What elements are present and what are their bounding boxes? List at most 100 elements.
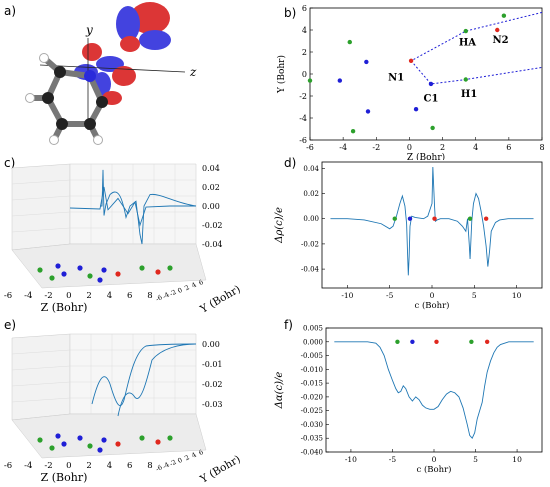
x-tick-label: -4: [339, 143, 347, 152]
y-tick-label: 0: [176, 286, 184, 295]
floor-atom-blue: [77, 265, 83, 271]
x-tick-label: 2: [440, 143, 445, 152]
plot-frame: [325, 327, 543, 453]
x-tick-label: 2: [86, 461, 91, 471]
floor-atom-red: [115, 441, 121, 447]
y-tick-label: 2: [302, 48, 307, 57]
molecule-atoms: [25, 53, 108, 145]
dashed-path-lower: [410, 60, 543, 85]
floor-atom-green: [87, 273, 93, 279]
floor-atom-green: [167, 265, 173, 271]
x-tick-label: -6: [4, 461, 12, 471]
floor-atom-red: [115, 271, 121, 277]
y-tick-label: 0: [176, 456, 184, 465]
z-tick-label: 0.00: [202, 202, 220, 211]
floor-atom-blue: [61, 271, 67, 277]
panel-label-b: b): [284, 6, 297, 20]
floor-atom-green: [49, 445, 55, 451]
x-tick-label: -5: [389, 455, 397, 464]
floor-pane: [11, 413, 207, 459]
x-tick-label: 8: [539, 143, 544, 152]
data-line: [334, 341, 534, 440]
z-tick-label: 0.04: [202, 164, 220, 173]
x-tick-label: -2: [44, 461, 52, 471]
scatter-point-green: [347, 39, 352, 45]
x-tick-label: -6: [4, 291, 12, 301]
atom-marker-green: [395, 339, 400, 344]
y-axis-label: Y (Bohr): [197, 283, 242, 316]
x-tick-label: 5: [473, 455, 478, 464]
axis-label-z: z: [189, 65, 197, 79]
y-tick-label: -0.020: [301, 393, 323, 401]
atom-annotation: HA: [459, 37, 476, 48]
atom-marker-green: [469, 339, 474, 344]
floor-atom-blue: [101, 437, 107, 443]
back-pane-left: [11, 163, 71, 251]
atom-annotation: N2: [493, 35, 509, 46]
scatter-point-green: [463, 77, 468, 82]
floor-atom-red: [155, 269, 161, 275]
x-tick-label: 6: [506, 143, 511, 152]
x-tick-label: -4: [24, 461, 32, 471]
x-axis-label: Z (Bohr): [41, 301, 88, 314]
x-tick-label: -2: [372, 143, 380, 152]
atom-marker-blue: [407, 216, 413, 221]
axis-label-y: y: [85, 23, 93, 37]
x-axis-label: c (Bohr): [415, 300, 450, 311]
grid-line: [11, 227, 71, 233]
scatter-point-blue: [365, 109, 371, 114]
data-line: [91, 343, 197, 406]
y-tick-label: -0.040: [301, 449, 323, 457]
y-tick-label: -0.005: [301, 352, 323, 360]
scatter-point-green: [307, 78, 313, 83]
atom-marker-red: [484, 339, 490, 344]
y-tick-label: -4: [161, 461, 170, 471]
y-tick-label: -6: [299, 136, 307, 145]
panel-label-f: f): [284, 318, 293, 332]
x-tick-label: -5: [386, 291, 394, 300]
y-tick-label: 6: [302, 4, 307, 13]
floor-atom-blue: [101, 267, 107, 273]
z-tick-label: -0.02: [202, 380, 223, 389]
atom-marker-blue: [410, 339, 415, 344]
x-tick-label: 8: [147, 461, 152, 471]
y-tick-label: -2: [299, 92, 307, 101]
x-tick-label: -4: [24, 291, 32, 301]
z-tick-label: -0.01: [202, 360, 223, 369]
grid-line: [11, 381, 71, 387]
scatter-point-blue: [364, 59, 369, 65]
data-line: [69, 186, 196, 227]
y-tick-label: 0.005: [303, 325, 323, 333]
atom-marker-green: [467, 216, 473, 221]
z-tick-label: -0.04: [202, 240, 223, 249]
atom-annotation: C1: [424, 94, 439, 105]
atom-marker-green: [392, 216, 397, 221]
y-tick-label: -0.04: [301, 266, 319, 274]
x-tick-label: 6: [127, 461, 132, 471]
x-tick-label: 5: [472, 291, 477, 300]
molecule-figure: y z: [25, 2, 197, 145]
data-line: [117, 343, 197, 417]
floor-atom-blue: [77, 435, 83, 441]
x-tick-label: 10: [512, 291, 522, 300]
grid-line: [11, 349, 71, 355]
grid-line: [11, 195, 71, 201]
plot-frame: [321, 161, 543, 289]
floor-atom-red: [155, 439, 161, 445]
x-tick-label: -10: [345, 455, 357, 464]
y-tick-label: -6: [154, 463, 163, 473]
y-tick-label: 4: [190, 451, 198, 460]
atom-annotation: H1: [461, 89, 477, 100]
x-tick-label: 4: [473, 143, 478, 152]
z-tick-label: 0.02: [202, 183, 220, 192]
scatter-point-red: [495, 27, 500, 33]
chart-e: 0.00-0.01-0.02-0.03-6 -4 -2 0 2 4 6 8Z (Bohr)-6…: [4, 333, 243, 486]
grid-line: [11, 179, 71, 185]
atom-marker-red: [434, 339, 439, 344]
y-tick-label: 6: [197, 448, 205, 457]
x-tick-label: 8: [147, 291, 152, 301]
y-tick-label: 4: [190, 281, 198, 290]
floor-atom-green: [37, 437, 43, 443]
scatter-point-blue: [428, 81, 434, 87]
floor-atom-blue: [97, 447, 103, 453]
